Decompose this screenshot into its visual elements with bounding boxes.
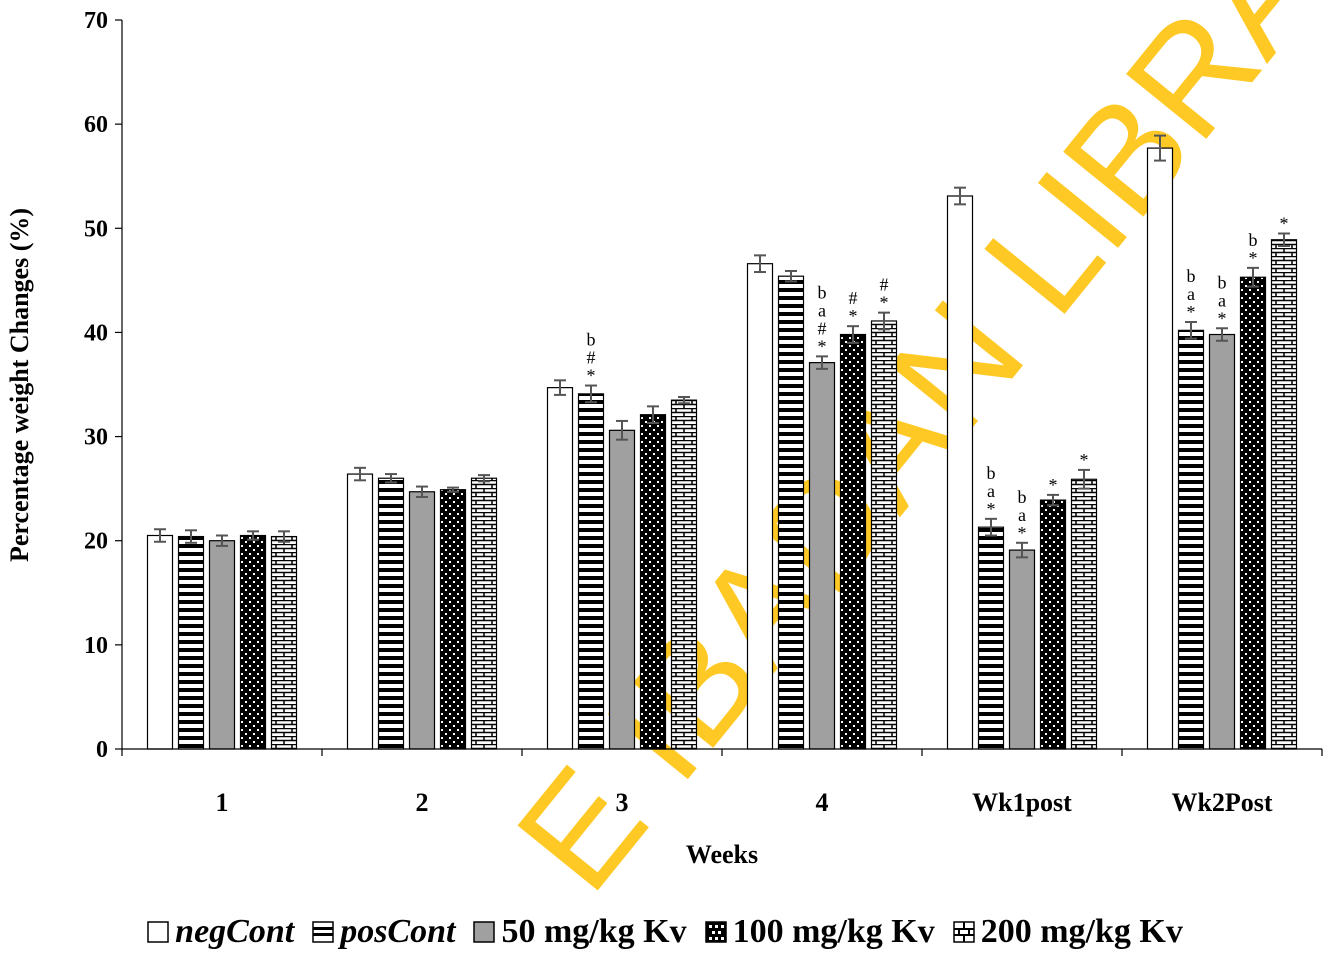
x-tick-label: 4 bbox=[816, 788, 829, 817]
bar bbox=[1208, 333, 1236, 750]
bar bbox=[946, 195, 974, 750]
legend-swatch bbox=[473, 921, 496, 943]
bar bbox=[608, 429, 636, 750]
bar bbox=[146, 534, 174, 750]
bar bbox=[777, 275, 805, 750]
legend-item: 200 mg/kg Kv bbox=[952, 913, 1183, 951]
bar bbox=[1070, 478, 1098, 750]
bar-chart: E IBADAN LIBRARY b#*ba#*#*#*ba*ba***ba*b… bbox=[5, 0, 1330, 900]
bar bbox=[808, 362, 836, 750]
x-tick-label: 2 bbox=[416, 788, 429, 817]
y-tick-label: 10 bbox=[84, 633, 108, 659]
significance-label: b bbox=[587, 330, 596, 350]
y-tick-label: 50 bbox=[84, 216, 108, 242]
y-axis-title: Percentage weight Changes (%) bbox=[5, 208, 34, 562]
significance-label: # bbox=[880, 275, 889, 295]
x-axis-title: Weeks bbox=[686, 840, 758, 869]
legend-swatch bbox=[312, 921, 334, 943]
significance-label: b bbox=[1018, 487, 1027, 507]
x-tick-label: 3 bbox=[616, 788, 629, 817]
significance-label: a bbox=[818, 300, 826, 320]
y-tick-label: 40 bbox=[84, 320, 108, 346]
legend-swatch bbox=[952, 921, 975, 943]
bar bbox=[377, 477, 405, 750]
bar bbox=[1146, 147, 1174, 750]
legend-item: 50 mg/kg Kv bbox=[473, 913, 687, 951]
significance-label: a bbox=[987, 481, 995, 501]
y-tick-label: 70 bbox=[84, 8, 108, 34]
significance-label: * bbox=[987, 499, 996, 519]
bar bbox=[670, 399, 698, 750]
significance-label: * bbox=[1249, 248, 1258, 268]
x-tick-label: Wk2Post bbox=[1171, 788, 1272, 817]
significance-label: # bbox=[818, 318, 827, 338]
bar bbox=[639, 414, 667, 750]
legend-item: 100 mg/kg Kv bbox=[704, 913, 935, 951]
legend-label: 50 mg/kg Kv bbox=[501, 913, 687, 950]
legend-label: posCont bbox=[340, 913, 456, 950]
y-tick-label: 0 bbox=[96, 737, 108, 763]
bar bbox=[977, 526, 1005, 750]
bar bbox=[870, 320, 898, 750]
significance-label: b bbox=[987, 463, 996, 483]
significance-label: * bbox=[1049, 475, 1058, 495]
legend-label: negCont bbox=[175, 913, 295, 950]
bar bbox=[577, 393, 605, 750]
significance-label: * bbox=[1187, 302, 1196, 322]
significance-label: * bbox=[1018, 523, 1027, 543]
significance-label: # bbox=[849, 288, 858, 308]
bar bbox=[470, 477, 498, 750]
significance-label: * bbox=[818, 336, 827, 356]
significance-label: b bbox=[1218, 272, 1227, 292]
legend: negCont posCont 50 mg/kg Kv 100 mg/kg Kv 200… bbox=[0, 902, 1330, 962]
bar bbox=[1270, 239, 1298, 750]
significance-label: * bbox=[849, 306, 858, 326]
legend-label: 200 mg/kg Kv bbox=[980, 913, 1183, 950]
bar bbox=[1239, 276, 1267, 750]
y-tick-label: 60 bbox=[84, 112, 108, 138]
bar bbox=[839, 333, 867, 750]
significance-label: * bbox=[587, 366, 596, 386]
bar bbox=[1177, 329, 1205, 750]
legend-label: 100 mg/kg Kv bbox=[732, 913, 935, 950]
legend-item: negCont bbox=[147, 913, 294, 951]
bar bbox=[439, 489, 467, 750]
significance-label: a bbox=[1218, 290, 1226, 310]
x-tick-label: Wk1post bbox=[972, 788, 1072, 817]
significance-label: # bbox=[587, 348, 596, 368]
bar bbox=[1039, 499, 1067, 750]
significance-label: b bbox=[1249, 230, 1258, 250]
legend-item: posCont bbox=[312, 913, 455, 951]
significance-label: * bbox=[1080, 450, 1089, 470]
bar bbox=[1008, 549, 1036, 750]
bar bbox=[408, 491, 436, 750]
y-tick-label: 30 bbox=[84, 425, 108, 451]
x-tick-label: 1 bbox=[216, 788, 229, 817]
significance-label: b bbox=[818, 282, 827, 302]
significance-label: * bbox=[880, 293, 889, 313]
bar bbox=[346, 473, 374, 750]
significance-label: * bbox=[1218, 308, 1227, 328]
y-tick-label: 20 bbox=[84, 529, 108, 555]
significance-label: a bbox=[1187, 284, 1195, 304]
significance-label: a bbox=[1018, 505, 1026, 525]
bar bbox=[177, 535, 205, 750]
bar bbox=[208, 540, 236, 750]
legend-swatch bbox=[704, 921, 727, 943]
bar bbox=[239, 534, 267, 750]
significance-label: b bbox=[1187, 266, 1196, 286]
legend-swatch bbox=[147, 921, 169, 943]
bar bbox=[746, 263, 774, 750]
significance-label: * bbox=[1280, 213, 1289, 233]
bar bbox=[546, 387, 574, 750]
bar bbox=[270, 535, 298, 750]
